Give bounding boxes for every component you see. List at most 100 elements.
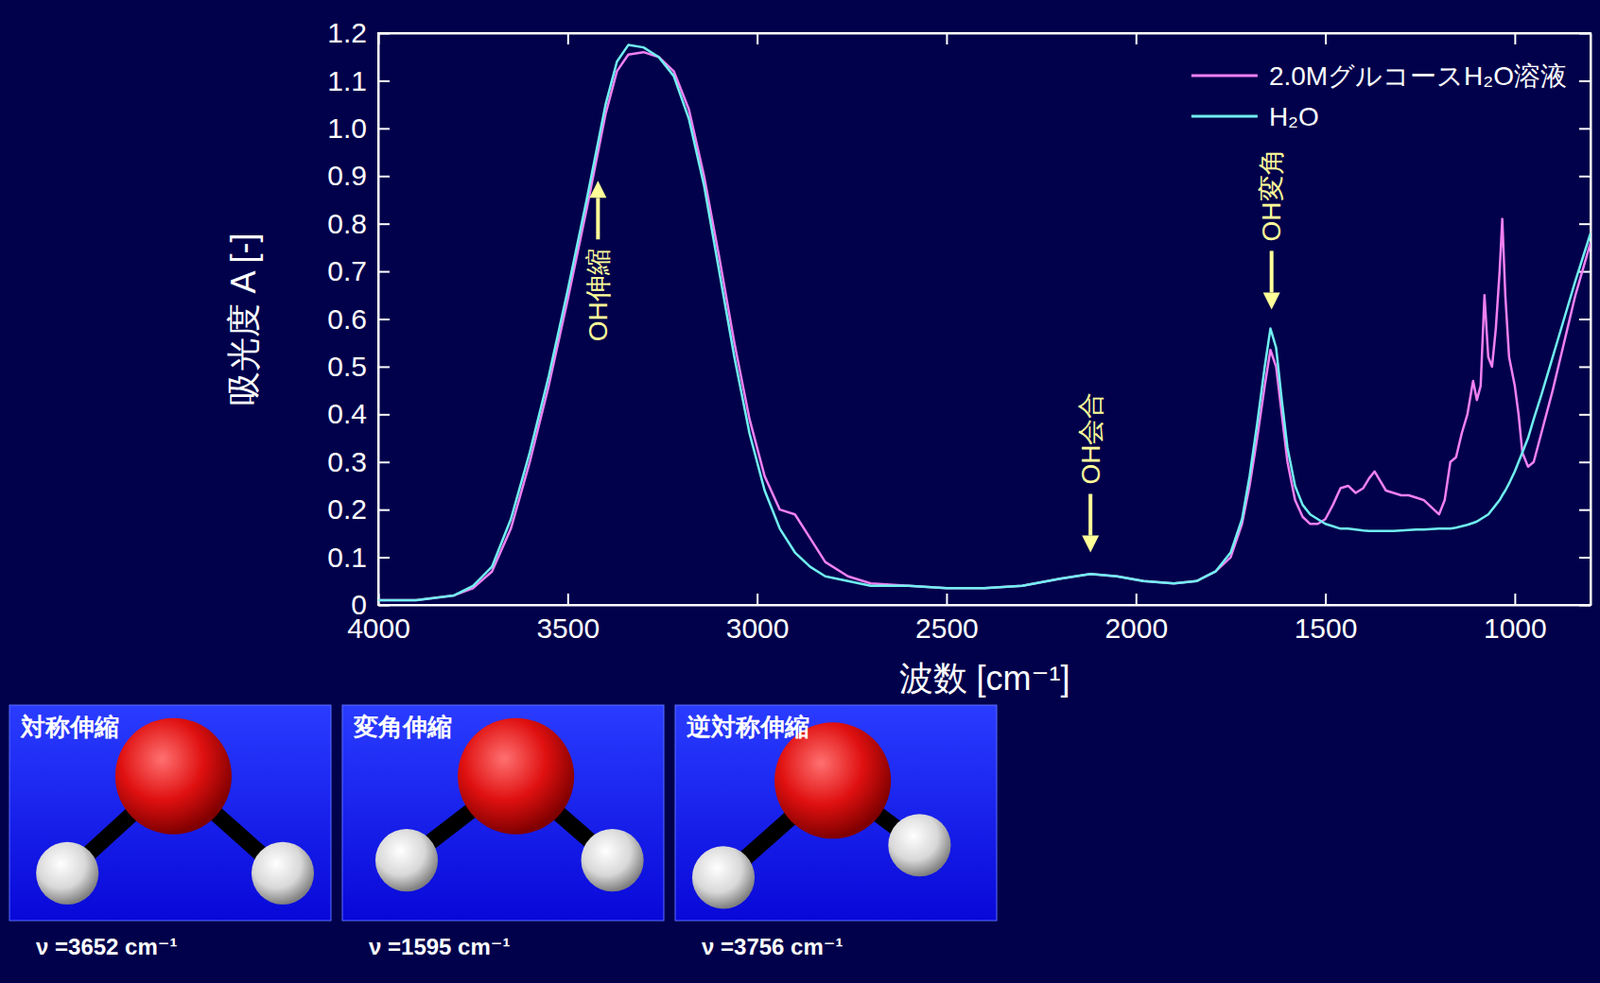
plot-frame: [378, 33, 1591, 606]
hydrogen-atom: [581, 829, 644, 892]
annotation-arrowhead: [1081, 536, 1099, 554]
annotation-arrow: [1088, 494, 1093, 537]
annotation-label: OH変角: [1256, 148, 1287, 242]
tick-label: 0.6: [327, 303, 367, 335]
tick-mark: [378, 509, 390, 512]
tick-mark: [1579, 461, 1591, 464]
tick-mark: [1135, 33, 1138, 45]
hydrogen-atom: [35, 842, 99, 905]
tick-label: 0.5: [327, 350, 367, 383]
annotation-arrow: [1269, 250, 1274, 293]
tick-label: 0.9: [327, 159, 367, 192]
tick-label: 1.2: [327, 17, 367, 49]
tick-mark: [378, 271, 390, 274]
axis: [379, 33, 1592, 45]
tick-mark: [1579, 556, 1591, 559]
tick: [1579, 128, 1591, 130]
tick-mark: [1579, 127, 1591, 130]
legend-label: H₂O: [1269, 102, 1320, 132]
tick-mark: [1579, 365, 1591, 368]
tick-label: 1000: [1483, 612, 1548, 644]
tick: 0.6: [327, 303, 390, 335]
tick-mark: [1579, 605, 1591, 608]
tick-mark: [378, 127, 390, 130]
mode-inset: 変角伸縮: [342, 705, 664, 922]
legend-label: 2.0MグルコースH₂O溶液: [1269, 61, 1567, 91]
tick: 1000: [1483, 593, 1548, 644]
tick-mark: [1579, 509, 1591, 512]
tick-mark: [378, 318, 390, 321]
tick-label: 0: [350, 589, 367, 621]
tick: 1.2: [327, 17, 390, 49]
tick: 0.4: [327, 398, 390, 430]
tick-mark: [1579, 414, 1591, 417]
tick-mark: [945, 33, 948, 45]
inset-box: [9, 705, 331, 922]
tick-label: 1500: [1294, 612, 1358, 644]
tick-mark: [378, 175, 390, 178]
annotation-label: OH会合: [1076, 392, 1106, 486]
tick-mark: [378, 414, 390, 417]
tick: [1579, 605, 1591, 607]
tick-mark: [1579, 223, 1591, 226]
hydrogen-atom: [692, 846, 755, 909]
tick-mark: [378, 223, 390, 226]
tick-mark: [1513, 593, 1516, 606]
tick-label: 1.0: [327, 112, 367, 144]
inset-box: [675, 705, 997, 922]
tick: 2000: [1104, 593, 1168, 644]
tick-label: 0.7: [327, 255, 367, 287]
tick: [1579, 414, 1591, 416]
oxygen-atom: [115, 718, 232, 835]
chart: 400035003000250020001500100000.10.20.30.…: [0, 0, 1600, 983]
hydrogen-atom: [251, 842, 314, 905]
axis-line: [379, 33, 1592, 35]
y-axis-title: 吸光度 A [-]: [224, 232, 263, 405]
tick: [757, 33, 759, 45]
tick-mark: [1579, 318, 1591, 321]
tick-mark: [756, 593, 759, 606]
tick-mark: [1135, 593, 1138, 606]
tick-mark: [1324, 593, 1327, 606]
inset-caption: ν =3652 cm⁻¹: [35, 934, 177, 960]
tick: [1579, 224, 1591, 226]
tick-label: 3500: [536, 612, 600, 644]
annotation-arrow: [595, 197, 600, 240]
tick: 1.1: [327, 65, 390, 97]
plot-area: [378, 45, 1591, 601]
hydrogen-atom: [375, 829, 438, 892]
tick-label: 0.3: [327, 446, 367, 478]
hydrogen-atom: [887, 814, 951, 877]
tick: 1.0: [327, 112, 390, 144]
annotations: OH伸縮OH会合OH変角: [583, 148, 1287, 553]
legend-swatch: [1191, 74, 1258, 78]
tick: [1135, 33, 1137, 45]
tick: 3500: [536, 593, 600, 644]
legend-swatch: [1191, 115, 1258, 119]
mode-inset: 対称伸縮: [9, 705, 331, 922]
tick: [1579, 509, 1591, 511]
tick: [1325, 33, 1327, 45]
tick: 0.7: [327, 255, 390, 287]
tick: 0.1: [327, 541, 390, 574]
tick-label: 0.1: [327, 541, 367, 574]
inset-label: 対称伸縮: [19, 713, 120, 742]
tick: [946, 33, 948, 45]
tick-mark: [378, 556, 390, 559]
tick-mark: [1579, 33, 1591, 35]
axis: 4000350030002500200015001000: [347, 593, 1591, 644]
tick-mark: [378, 605, 390, 608]
tick: 2500: [915, 593, 979, 644]
x-axis-title: 波数 [cm⁻¹]: [899, 659, 1071, 698]
tick-mark: [378, 80, 390, 83]
tick: [1579, 366, 1591, 368]
tick: 0.2: [327, 493, 390, 525]
tick: [1579, 175, 1591, 177]
tick-mark: [378, 461, 390, 464]
tick-label: 0.4: [327, 398, 367, 430]
tick-mark: [567, 33, 570, 45]
tick: 1500: [1294, 593, 1358, 644]
tick-label: 0.8: [327, 208, 367, 240]
tick: [567, 33, 569, 45]
axis: 0 0.1 0.2 0.3 0.4 0.5 0.6 0.7 0.8 0.9 1.0 1.1 1.2: [327, 17, 390, 621]
